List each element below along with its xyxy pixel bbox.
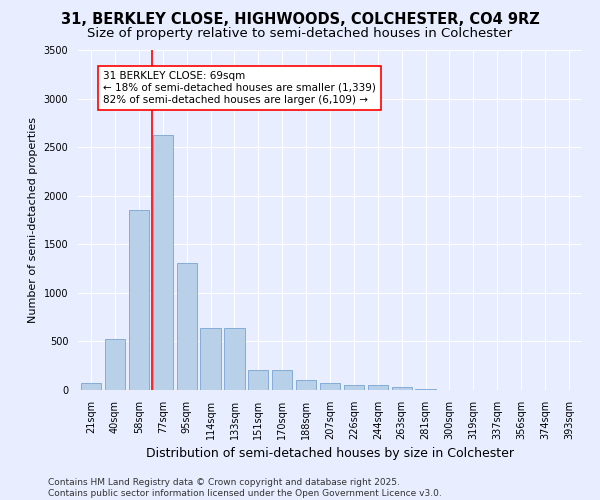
Bar xyxy=(129,210,149,390)
Bar xyxy=(152,135,173,390)
Bar xyxy=(81,382,101,390)
Bar xyxy=(392,387,412,390)
Bar xyxy=(296,380,316,390)
Bar xyxy=(272,370,292,390)
Bar xyxy=(176,262,197,390)
Text: 31, BERKLEY CLOSE, HIGHWOODS, COLCHESTER, CO4 9RZ: 31, BERKLEY CLOSE, HIGHWOODS, COLCHESTER… xyxy=(61,12,539,28)
Bar xyxy=(344,385,364,390)
Text: Size of property relative to semi-detached houses in Colchester: Size of property relative to semi-detach… xyxy=(88,28,512,40)
Bar xyxy=(105,339,125,390)
Bar xyxy=(200,328,221,390)
Text: Contains HM Land Registry data © Crown copyright and database right 2025.
Contai: Contains HM Land Registry data © Crown c… xyxy=(48,478,442,498)
Bar xyxy=(224,328,245,390)
Bar xyxy=(320,382,340,390)
X-axis label: Distribution of semi-detached houses by size in Colchester: Distribution of semi-detached houses by … xyxy=(146,448,514,460)
Bar xyxy=(415,389,436,390)
Bar xyxy=(248,370,268,390)
Bar xyxy=(368,385,388,390)
Y-axis label: Number of semi-detached properties: Number of semi-detached properties xyxy=(28,117,38,323)
Text: 31 BERKLEY CLOSE: 69sqm
← 18% of semi-detached houses are smaller (1,339)
82% of: 31 BERKLEY CLOSE: 69sqm ← 18% of semi-de… xyxy=(103,72,376,104)
